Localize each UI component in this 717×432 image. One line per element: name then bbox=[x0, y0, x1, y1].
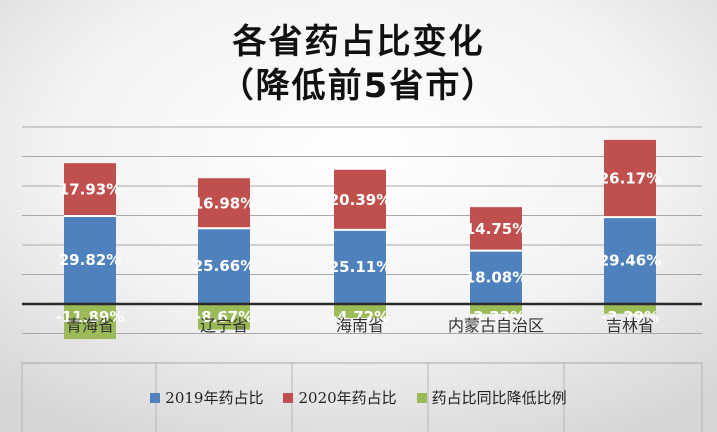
data-label-change: -11.89% bbox=[56, 308, 125, 326]
data-label-change: -3.29% bbox=[601, 308, 659, 326]
bar-change bbox=[334, 304, 386, 318]
category-label: 青海省 bbox=[66, 316, 114, 335]
legend-item-2020: 2020年药占比 bbox=[283, 387, 397, 408]
data-label-2019: 29.46% bbox=[599, 252, 661, 270]
legend-swatch-2020 bbox=[283, 392, 294, 403]
bar-2020 bbox=[604, 139, 656, 218]
data-label-2020: 20.39% bbox=[329, 191, 391, 209]
bar-2020 bbox=[334, 169, 386, 230]
category-label: 辽宁省 bbox=[200, 316, 248, 335]
bar-2019 bbox=[64, 216, 116, 304]
data-label-2019: 25.66% bbox=[193, 257, 255, 275]
legend-swatch-change bbox=[416, 392, 427, 403]
legend-swatch-2019 bbox=[150, 392, 161, 403]
data-label-change: -3.33% bbox=[467, 308, 525, 326]
bar-2020 bbox=[64, 163, 116, 217]
bar-change bbox=[64, 304, 116, 340]
data-label-2020: 17.93% bbox=[59, 181, 121, 199]
category-label: 吉林省 bbox=[606, 316, 654, 335]
legend-label-2019: 2019年药占比 bbox=[165, 389, 264, 407]
bar-2019 bbox=[198, 228, 250, 304]
legend-item-2019: 2019年药占比 bbox=[150, 387, 263, 408]
chart-legend: 2019年药占比 2020年药占比 药占比同比降低比例 bbox=[0, 387, 717, 408]
bar-2019 bbox=[470, 250, 522, 304]
legend-label-change: 药占比同比降低比例 bbox=[431, 389, 567, 407]
bar-change bbox=[470, 304, 522, 314]
chart-subtitle: （降低前5省市） bbox=[219, 66, 498, 106]
bar-change bbox=[604, 304, 656, 314]
category-label: 内蒙古自治区 bbox=[448, 316, 544, 335]
bar-2019 bbox=[604, 217, 656, 304]
legend-item-change: 药占比同比降低比例 bbox=[416, 387, 567, 408]
data-label-2020: 26.17% bbox=[599, 169, 661, 187]
data-label-change: -8.67% bbox=[195, 308, 253, 326]
category-label: 海南省 bbox=[336, 316, 384, 335]
data-label-change: -4.72% bbox=[331, 308, 389, 326]
bar-change bbox=[198, 304, 250, 330]
data-label-2019: 29.82% bbox=[59, 251, 121, 269]
data-label-2019: 18.08% bbox=[465, 268, 527, 286]
data-label-2019: 25.11% bbox=[329, 258, 391, 276]
legend-label-2020: 2020年药占比 bbox=[298, 389, 397, 407]
bar-2020 bbox=[198, 178, 250, 229]
chart-title: 各省药占比变化 bbox=[232, 22, 485, 62]
bar-2020 bbox=[470, 207, 522, 251]
data-label-2020: 16.98% bbox=[193, 194, 255, 212]
data-label-2020: 14.75% bbox=[465, 220, 527, 238]
bar-2019 bbox=[334, 229, 386, 304]
